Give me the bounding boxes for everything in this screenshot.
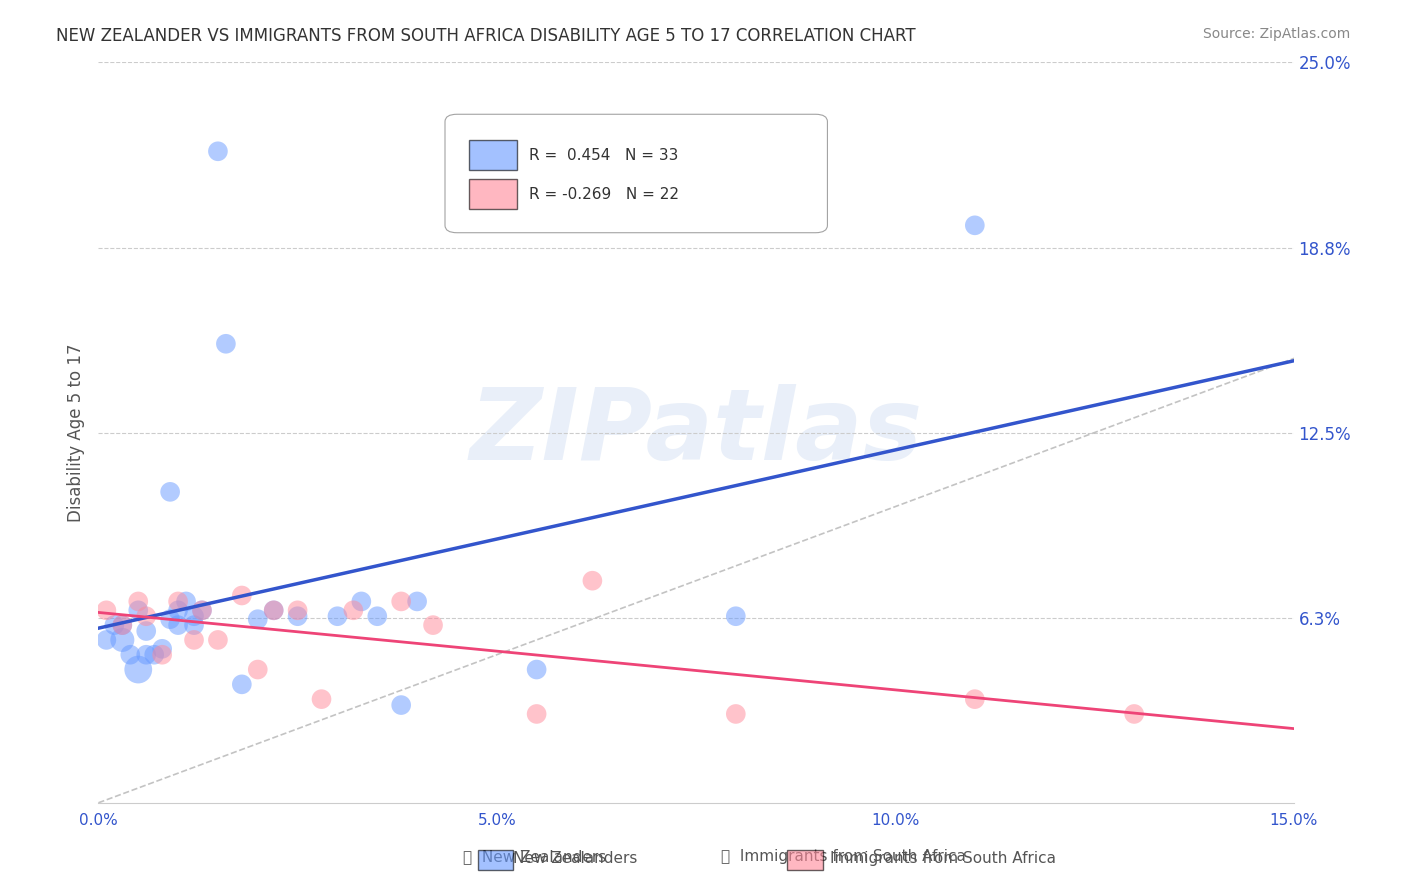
Point [526, 663, 548, 677]
Point [167, 603, 190, 617]
Point [526, 706, 548, 721]
Point [724, 706, 747, 721]
Point [350, 594, 373, 608]
Point [366, 609, 388, 624]
Point [963, 692, 986, 706]
Point [231, 677, 253, 691]
Text: Immigrants from South Africa: Immigrants from South Africa [830, 852, 1056, 866]
Point [191, 603, 214, 617]
Point [389, 594, 412, 608]
Point [207, 145, 229, 159]
Point [127, 663, 149, 677]
Point [111, 618, 134, 632]
Text: New Zealanders: New Zealanders [513, 852, 637, 866]
Point [111, 618, 134, 632]
Point [159, 612, 181, 626]
Text: ⬜  Immigrants from South Africa: ⬜ Immigrants from South Africa [721, 849, 966, 863]
Point [183, 632, 205, 647]
Point [724, 609, 747, 624]
Point [135, 624, 157, 638]
Point [167, 594, 190, 608]
Point [111, 632, 134, 647]
Point [143, 648, 166, 662]
Point [231, 589, 253, 603]
Point [96, 603, 118, 617]
Point [246, 612, 269, 626]
Point [96, 632, 118, 647]
Point [263, 603, 285, 617]
Point [159, 484, 181, 499]
Point [207, 632, 229, 647]
Point [135, 648, 157, 662]
Point [1123, 706, 1146, 721]
Text: NEW ZEALANDER VS IMMIGRANTS FROM SOUTH AFRICA DISABILITY AGE 5 TO 17 CORRELATION: NEW ZEALANDER VS IMMIGRANTS FROM SOUTH A… [56, 27, 915, 45]
Point [183, 609, 205, 624]
Point [422, 618, 444, 632]
Point [389, 698, 412, 712]
FancyBboxPatch shape [470, 179, 517, 209]
Point [581, 574, 603, 588]
Point [326, 609, 349, 624]
Point [287, 609, 309, 624]
Text: R =  0.454   N = 33: R = 0.454 N = 33 [529, 148, 678, 163]
Point [150, 648, 173, 662]
FancyBboxPatch shape [446, 114, 827, 233]
Point [127, 594, 149, 608]
Point [174, 594, 197, 608]
Text: ⬜  New Zealanders: ⬜ New Zealanders [463, 849, 606, 863]
Text: ZIPatlas: ZIPatlas [470, 384, 922, 481]
FancyBboxPatch shape [470, 140, 517, 169]
Point [246, 663, 269, 677]
Y-axis label: Disability Age 5 to 17: Disability Age 5 to 17 [66, 343, 84, 522]
Point [342, 603, 364, 617]
Point [963, 219, 986, 233]
Point [287, 603, 309, 617]
Point [127, 603, 149, 617]
Point [215, 336, 238, 351]
Text: Source: ZipAtlas.com: Source: ZipAtlas.com [1202, 27, 1350, 41]
Point [135, 609, 157, 624]
Point [103, 618, 125, 632]
Point [183, 618, 205, 632]
Point [120, 648, 142, 662]
Text: R = -0.269   N = 22: R = -0.269 N = 22 [529, 186, 679, 202]
Point [311, 692, 333, 706]
Point [167, 618, 190, 632]
Point [406, 594, 429, 608]
Point [191, 603, 214, 617]
Point [150, 641, 173, 656]
Point [263, 603, 285, 617]
